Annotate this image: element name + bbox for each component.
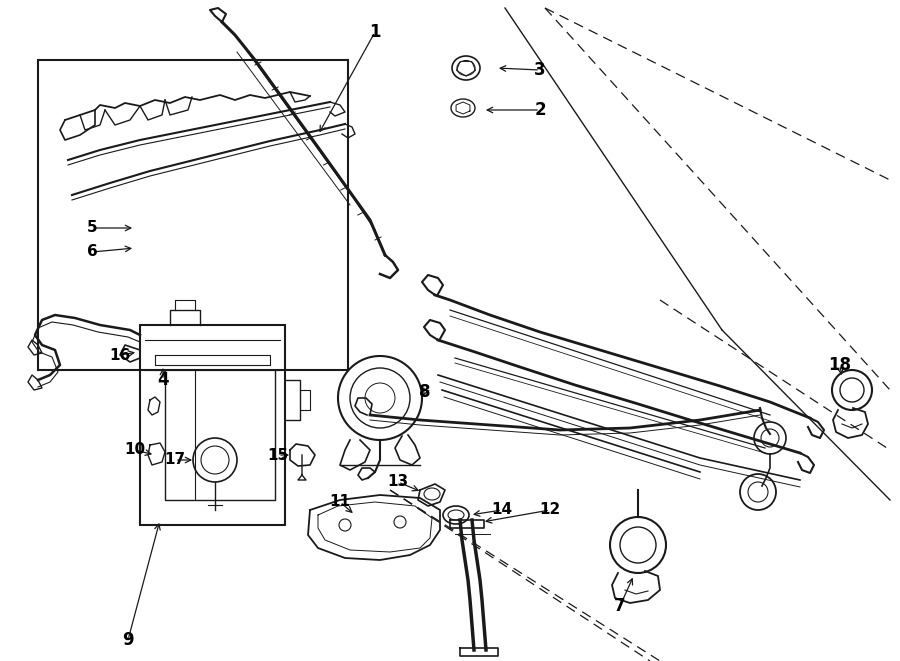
Text: 6: 6 <box>86 245 97 260</box>
Text: 2: 2 <box>535 101 545 119</box>
Text: 9: 9 <box>122 631 134 649</box>
Text: 14: 14 <box>491 502 513 518</box>
Text: 18: 18 <box>829 356 851 374</box>
Text: 12: 12 <box>539 502 561 518</box>
Text: 11: 11 <box>329 494 350 510</box>
Text: 4: 4 <box>158 371 169 389</box>
Text: 7: 7 <box>614 597 626 615</box>
Text: 10: 10 <box>124 442 146 457</box>
Text: 3: 3 <box>535 61 545 79</box>
Bar <box>140 325 285 525</box>
Text: 1: 1 <box>369 23 381 41</box>
Text: 16: 16 <box>110 348 130 362</box>
Text: 17: 17 <box>165 453 185 467</box>
Text: 5: 5 <box>86 221 97 235</box>
Text: 8: 8 <box>419 383 431 401</box>
Bar <box>38 60 348 370</box>
Text: 13: 13 <box>387 475 409 490</box>
Text: 15: 15 <box>267 447 289 463</box>
